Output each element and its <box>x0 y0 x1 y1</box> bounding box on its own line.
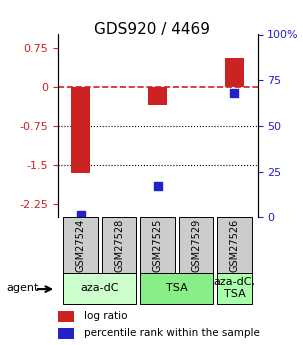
Bar <box>217 217 252 273</box>
Text: aza-dC: aza-dC <box>81 283 119 293</box>
Bar <box>217 273 252 304</box>
Bar <box>225 58 244 87</box>
Bar <box>63 217 98 273</box>
Text: GDS920 / 4469: GDS920 / 4469 <box>94 22 209 37</box>
Text: GSM27529: GSM27529 <box>191 218 201 272</box>
Bar <box>58 310 74 322</box>
Text: GSM27524: GSM27524 <box>76 218 86 272</box>
Text: GSM27526: GSM27526 <box>229 218 239 272</box>
Bar <box>140 273 213 304</box>
Bar <box>179 217 213 273</box>
Text: agent: agent <box>6 283 38 293</box>
Text: GSM27525: GSM27525 <box>152 218 163 272</box>
Text: aza-dC,
TSA: aza-dC, TSA <box>214 277 255 299</box>
Bar <box>58 328 74 339</box>
Bar <box>71 87 90 173</box>
Text: log ratio: log ratio <box>84 311 127 321</box>
Point <box>78 212 83 217</box>
Text: percentile rank within the sample: percentile rank within the sample <box>84 328 260 338</box>
Text: GSM27528: GSM27528 <box>114 218 124 272</box>
Bar <box>63 273 136 304</box>
Point <box>155 184 160 189</box>
Bar <box>148 87 167 105</box>
Bar <box>140 217 175 273</box>
Text: TSA: TSA <box>166 283 188 293</box>
Bar <box>102 217 136 273</box>
Point <box>232 90 237 96</box>
